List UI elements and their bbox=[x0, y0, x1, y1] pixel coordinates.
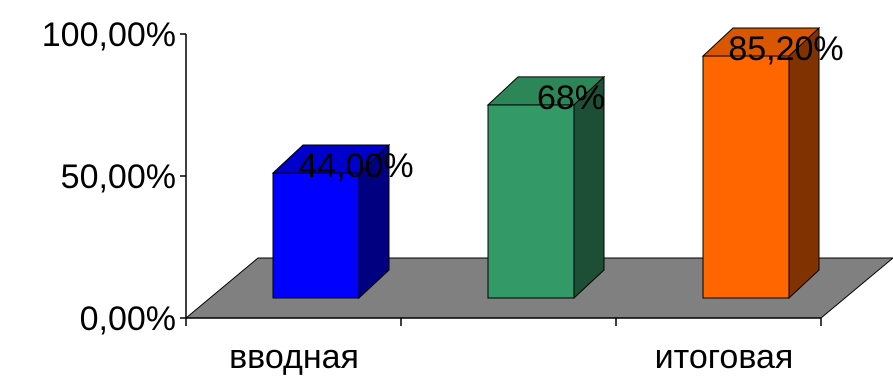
bar-side-face bbox=[788, 26, 820, 300]
category-label: вводная bbox=[229, 338, 359, 376]
y-tick-label: 100,00% bbox=[42, 16, 176, 54]
category-label: итоговая bbox=[655, 338, 794, 376]
y-tick-label: 50,00% bbox=[61, 158, 176, 196]
y-axis-ticks: 0,00% 50,00% 100,00% bbox=[42, 16, 186, 338]
category-labels: вводная итоговая bbox=[229, 338, 793, 376]
data-label: 68% bbox=[537, 79, 605, 117]
data-label: 85,20% bbox=[728, 30, 843, 68]
data-labels: 44,00% 68% 85,20% bbox=[298, 30, 843, 185]
bar-front-face bbox=[702, 55, 790, 299]
bars bbox=[271, 26, 821, 300]
bar bbox=[271, 143, 391, 300]
bar bbox=[701, 26, 821, 300]
bar-side-face bbox=[358, 143, 390, 300]
data-label: 44,00% bbox=[298, 147, 413, 185]
bar-front-face bbox=[487, 104, 575, 299]
x-axis-ticks bbox=[185, 318, 822, 326]
bar bbox=[486, 75, 606, 300]
y-tick-label: 0,00% bbox=[80, 300, 176, 338]
bar-side-face bbox=[573, 75, 605, 300]
bar-front-face bbox=[272, 172, 360, 299]
